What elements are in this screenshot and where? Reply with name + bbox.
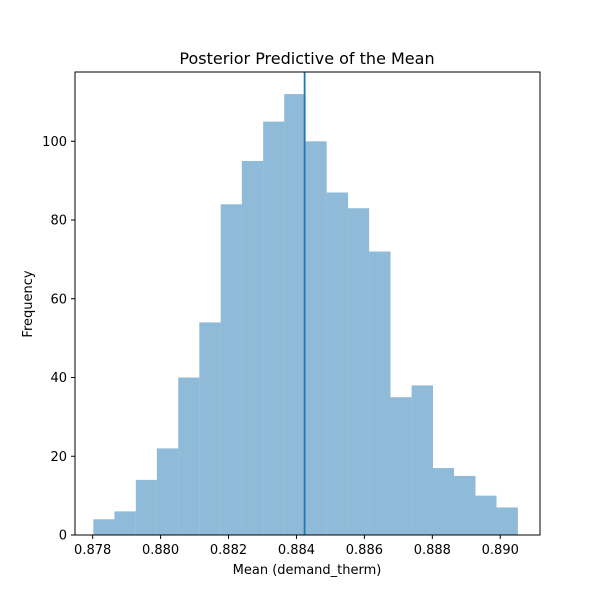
histogram-bar (156, 448, 179, 535)
histogram-bar (199, 322, 221, 535)
histogram-bar (241, 160, 264, 535)
y-tick-label: 60 (50, 292, 67, 307)
histogram-bar (390, 397, 412, 535)
bars-layer (93, 94, 518, 536)
y-tick-label: 20 (50, 450, 67, 465)
x-tick-label: 0.886 (346, 543, 383, 558)
histogram-bar (454, 475, 476, 535)
histogram-bar (475, 495, 497, 535)
x-tick-label: 0.888 (414, 543, 451, 558)
histogram-bar (369, 251, 391, 535)
y-tick-label: 80 (50, 214, 67, 229)
histogram-bar (178, 377, 200, 535)
histogram-bar (114, 511, 136, 535)
x-tick-label: 0.880 (142, 543, 179, 558)
histogram-bar (433, 468, 455, 535)
histogram-bar (220, 204, 242, 536)
x-tick-label: 0.890 (482, 543, 519, 558)
histogram-bar (284, 94, 306, 536)
x-tick-label: 0.878 (74, 543, 111, 558)
histogram-bar (305, 141, 327, 535)
histogram-bar (411, 385, 434, 535)
plot-frame (74, 71, 541, 536)
y-axis-label: Frequency (21, 270, 36, 337)
y-tick-label: 100 (42, 135, 67, 150)
x-tick-label: 0.884 (278, 543, 315, 558)
ticks-layer: 0.878 0.880 0.882 0.884 0.886 0.888 0.890 0 20 40… (42, 135, 519, 558)
y-tick-label: 0 (59, 529, 67, 544)
histogram-bar (348, 208, 370, 536)
histogram-bar (135, 479, 157, 535)
histogram-bar (496, 507, 518, 535)
histogram-bar (263, 121, 285, 535)
histogram-bar (93, 519, 115, 535)
chart-title: Posterior Predictive of the Mean (179, 49, 434, 68)
x-axis-label: Mean (demand_therm) (233, 563, 382, 578)
y-tick-label: 40 (50, 371, 67, 386)
axes-layer (74, 71, 541, 536)
histogram-bar (326, 192, 349, 535)
x-tick-label: 0.882 (210, 543, 247, 558)
